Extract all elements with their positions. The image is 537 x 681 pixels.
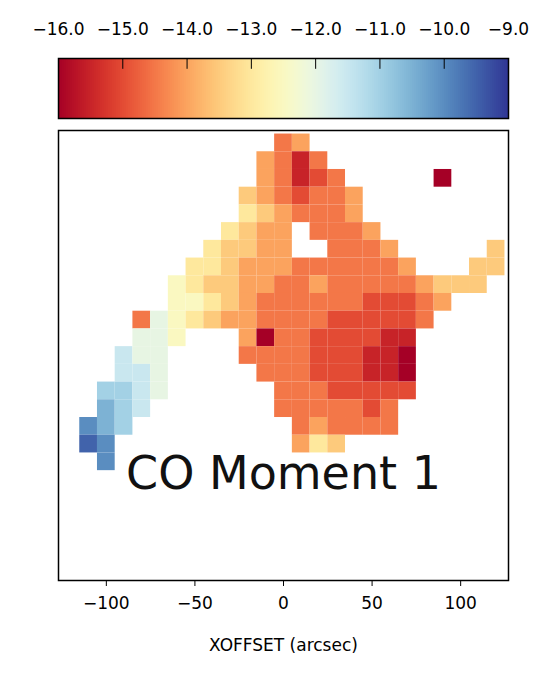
svg-text:50: 50 bbox=[361, 593, 383, 613]
svg-text:−10.0: −10.0 bbox=[418, 19, 470, 39]
svg-text:−12.0: −12.0 bbox=[290, 19, 342, 39]
svg-text:−100: −100 bbox=[83, 593, 130, 613]
svg-text:−16.0: −16.0 bbox=[32, 19, 84, 39]
svg-text:XOFFSET (arcsec): XOFFSET (arcsec) bbox=[209, 635, 358, 655]
svg-text:−50: −50 bbox=[177, 593, 213, 613]
svg-text:−9.0: −9.0 bbox=[488, 19, 529, 39]
svg-text:0: 0 bbox=[278, 593, 289, 613]
svg-text:−13.0: −13.0 bbox=[225, 19, 277, 39]
svg-text:−11.0: −11.0 bbox=[354, 19, 406, 39]
svg-text:−14.0: −14.0 bbox=[161, 19, 213, 39]
svg-text:−15.0: −15.0 bbox=[97, 19, 149, 39]
svg-text:100: 100 bbox=[444, 593, 476, 613]
svg-text:CO Moment 1: CO Moment 1 bbox=[126, 446, 441, 500]
